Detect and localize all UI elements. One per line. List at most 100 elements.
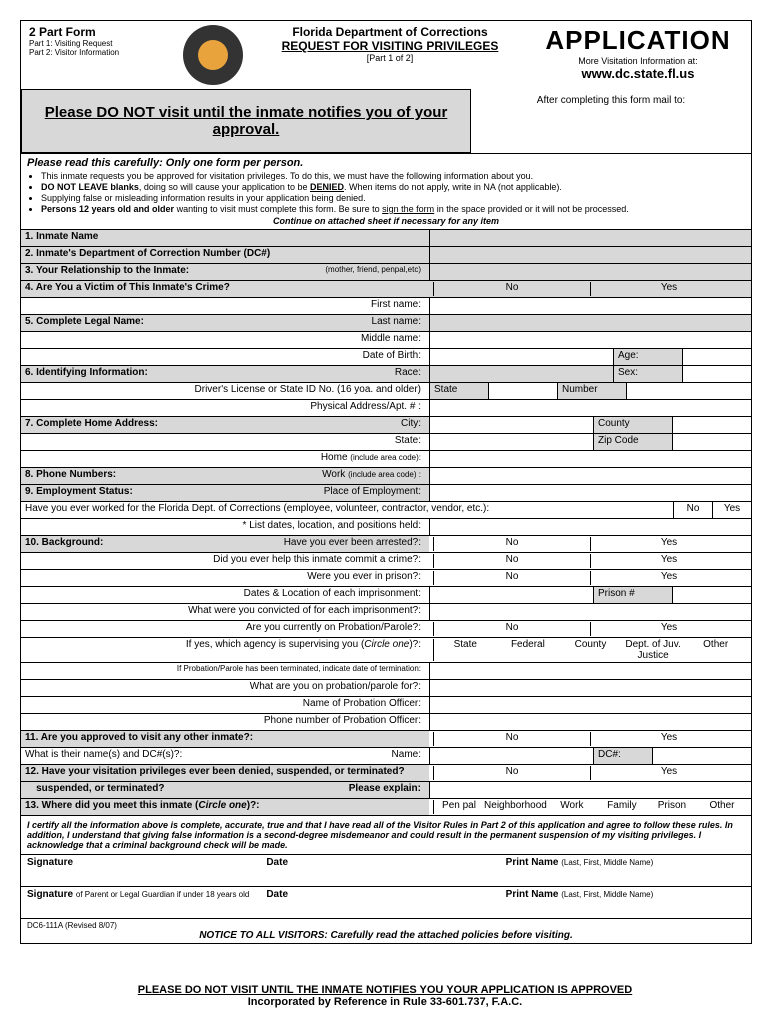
prison-no[interactable]: No — [433, 571, 590, 585]
zip-field[interactable] — [672, 434, 751, 450]
q6-race-row: 6. Identifying Information:Race:Sex: — [21, 365, 751, 382]
other-dc-field[interactable] — [652, 748, 751, 764]
help-yes[interactable]: Yes — [590, 554, 747, 568]
q4-no[interactable]: No — [433, 282, 590, 296]
parole-yes[interactable]: Yes — [590, 622, 747, 636]
age-field[interactable] — [682, 349, 751, 365]
q11-yes[interactable]: Yes — [590, 732, 747, 746]
header: 2 Part Form Part 1: Visiting Request Par… — [21, 21, 751, 89]
q10-help-row: Did you ever help this inmate commit a c… — [21, 552, 751, 569]
q7-city-row: 7. Complete Home Address:City:County — [21, 416, 751, 433]
meet-penpal[interactable]: Pen pal — [433, 800, 484, 814]
meet-other[interactable]: Other — [697, 800, 747, 814]
bottom-line1: PLEASE DO NOT VISIT UNTIL THE INMATE NOT… — [20, 984, 750, 996]
county-label: County — [593, 417, 672, 433]
inmate-name-field[interactable] — [429, 230, 751, 246]
help-no[interactable]: No — [433, 554, 590, 568]
dl-number-field[interactable] — [626, 383, 751, 399]
date-label: Date — [266, 857, 288, 868]
prison-num-field[interactable] — [672, 587, 751, 603]
website-url: www.dc.state.fl.us — [533, 66, 743, 81]
request-title: REQUEST FOR VISITING PRIVILEGES — [247, 39, 533, 53]
middle-name-field[interactable] — [429, 332, 751, 348]
do-not-visit-notice: Please DO NOT visit until the inmate not… — [21, 89, 471, 153]
positions-field[interactable] — [429, 519, 751, 535]
dl-state-field[interactable] — [488, 383, 557, 399]
q11-row: 11. Are you approved to visit any other … — [21, 730, 751, 747]
dc-number-field[interactable] — [429, 247, 751, 263]
q10-parole-row: Are you currently on Probation/Parole?:N… — [21, 620, 751, 637]
dc-label: DC#: — [593, 748, 652, 764]
bottom-line2: Incorporated by Reference in Rule 33-601… — [20, 996, 750, 1008]
arrested-no[interactable]: No — [433, 537, 590, 551]
q1-row: 1. Inmate Name — [21, 229, 751, 246]
q10-dates-row: Dates & Location of each imprisonment:Pr… — [21, 586, 751, 603]
footer-notice: NOTICE TO ALL VISITORS: Carefully read t… — [27, 930, 745, 941]
q9-no[interactable]: No — [673, 502, 712, 518]
dob-field[interactable] — [429, 349, 613, 365]
convicted-field[interactable] — [429, 604, 751, 620]
q11-no[interactable]: No — [433, 732, 590, 746]
prison-yes[interactable]: Yes — [590, 571, 747, 585]
q8-work-row: 8. Phone Numbers:Work (include area code… — [21, 467, 751, 484]
last-name-field[interactable] — [429, 315, 751, 331]
dept-seal-icon — [183, 25, 243, 85]
arrested-yes[interactable]: Yes — [590, 537, 747, 551]
termination-field[interactable] — [429, 663, 751, 679]
race-field[interactable] — [429, 366, 613, 382]
q10-prison-row: Were you ever in prison?:NoYes — [21, 569, 751, 586]
agency-federal[interactable]: Federal — [497, 639, 560, 661]
instruction-item: Persons 12 years old and older wanting t… — [41, 204, 745, 214]
part-of: [Part 1 of 2] — [247, 53, 533, 63]
instruction-item: This inmate requests you be approved for… — [41, 171, 745, 181]
employment-field[interactable] — [429, 485, 751, 501]
instructions-heading: Please read this carefully: Only one for… — [27, 157, 745, 169]
q10-agency-row: If yes, which agency is supervising you … — [21, 637, 751, 662]
state-label: State — [429, 383, 488, 399]
q9-yes[interactable]: Yes — [712, 502, 751, 518]
signature-row: Signature Date Print Name (Last, First, … — [21, 854, 751, 886]
q8-home-row: Home (include area code): — [21, 450, 751, 467]
q10-conv-row: What were you convicted of for each impr… — [21, 603, 751, 620]
officer-name-field[interactable] — [429, 697, 751, 713]
application-form: 2 Part Form Part 1: Visiting Request Par… — [20, 20, 752, 944]
q12-explain-row: suspended, or terminated?Please explain: — [21, 781, 751, 798]
first-name-field[interactable] — [429, 298, 751, 314]
agency-other[interactable]: Other — [684, 639, 747, 661]
county-field[interactable] — [672, 417, 751, 433]
q5-first-row: First name: — [21, 297, 751, 314]
agency-doj[interactable]: Dept. of Juv. Justice — [622, 639, 685, 661]
age-label: Age: — [613, 349, 682, 365]
q4-yes[interactable]: Yes — [590, 282, 747, 296]
q12-yes[interactable]: Yes — [590, 766, 747, 780]
work-phone-field[interactable] — [429, 468, 751, 484]
parole-no[interactable]: No — [433, 622, 590, 636]
meet-prison[interactable]: Prison — [647, 800, 697, 814]
city-field[interactable] — [429, 417, 593, 433]
address-field[interactable] — [429, 400, 751, 416]
dates-field[interactable] — [429, 587, 593, 603]
q10-term-row: If Probation/Parole has been terminated,… — [21, 662, 751, 679]
print-name-label: Print Name — [506, 857, 559, 868]
meet-family[interactable]: Family — [597, 800, 647, 814]
agency-county[interactable]: County — [559, 639, 622, 661]
agency-state[interactable]: State — [433, 639, 497, 661]
dept-name: Florida Department of Corrections — [247, 25, 533, 39]
explain-field[interactable] — [429, 782, 751, 798]
sex-label: Sex: — [613, 366, 682, 382]
q12-no[interactable]: No — [433, 766, 590, 780]
meet-neighborhood[interactable]: Neighborhood — [484, 800, 547, 814]
parole-for-field[interactable] — [429, 680, 751, 696]
sex-field[interactable] — [682, 366, 751, 382]
form-code: DC6-111A (Revised 8/07) — [27, 921, 117, 930]
q7-state-row: State:Zip Code — [21, 433, 751, 450]
certification: I certify all the information above is c… — [21, 815, 751, 854]
officer-phone-field[interactable] — [429, 714, 751, 730]
relationship-field[interactable] — [429, 264, 751, 280]
home-phone-field[interactable] — [429, 451, 751, 467]
meet-work[interactable]: Work — [547, 800, 597, 814]
state-field[interactable] — [429, 434, 593, 450]
form-title: 2 Part Form — [29, 25, 179, 39]
prison-num-label: Prison # — [593, 587, 672, 603]
other-inmate-name-field[interactable] — [429, 748, 593, 764]
